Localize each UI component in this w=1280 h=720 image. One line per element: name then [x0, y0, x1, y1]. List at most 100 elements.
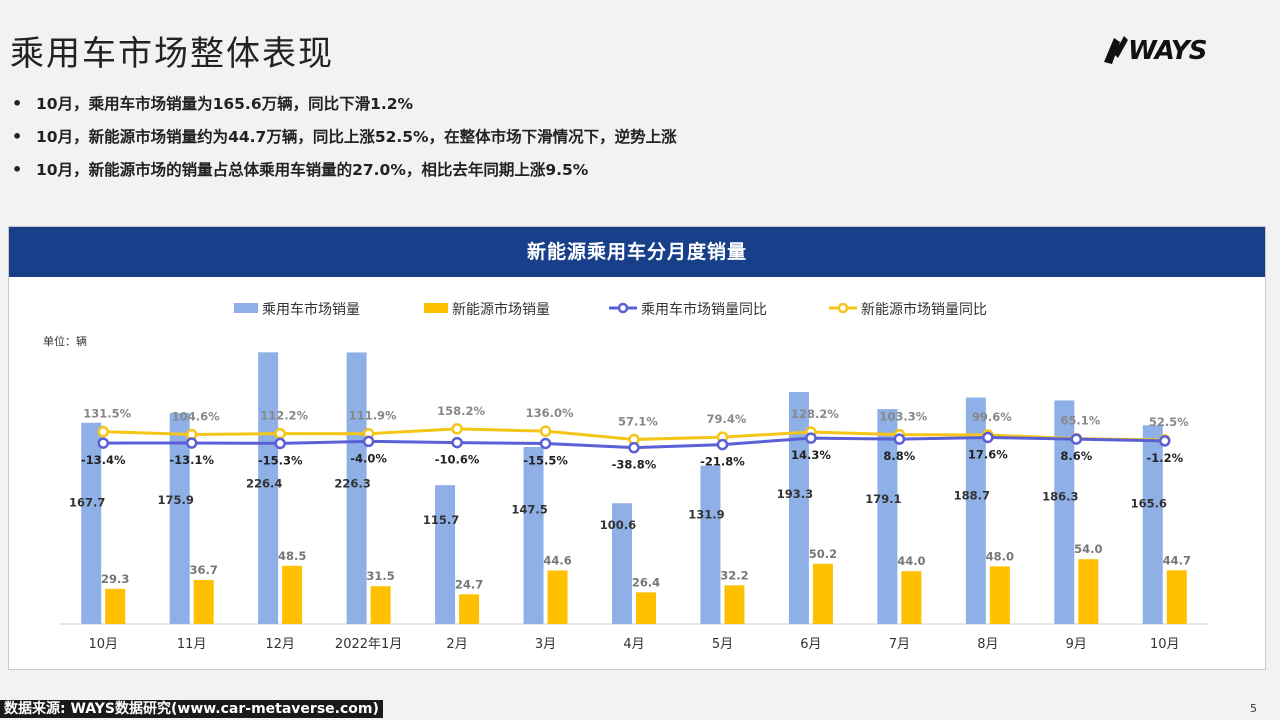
point-total-yoy: [805, 432, 817, 444]
nev-yoy-label: 136.0%: [526, 406, 574, 420]
bar-nev-label: 50.2: [809, 547, 837, 561]
chart-panel: 新能源乘用车分月度销量 乘用车市场销量 新能源市场销量 乘用车市场销量同比 新能源市场…: [8, 226, 1266, 670]
logo-text: WAYS: [1128, 36, 1207, 66]
total-yoy-label: -15.5%: [523, 453, 568, 467]
bar-total-label: 188.7: [954, 489, 990, 503]
bar-total: [1054, 400, 1075, 624]
legend-label-1: 新能源市场销量: [452, 301, 550, 318]
legend-marker-3: [837, 302, 849, 314]
nev-yoy-label: 128.2%: [791, 407, 839, 421]
nev-yoy-label: 111.9%: [349, 409, 397, 423]
x-tick-label: 12月: [265, 637, 295, 652]
unit-label: 单位：辆: [43, 334, 87, 348]
x-tick-label: 8月: [977, 637, 998, 652]
nev-yoy-label: 103.3%: [879, 410, 927, 424]
bar-nev: [547, 570, 568, 624]
nev-yoy-label: 52.5%: [1149, 415, 1189, 429]
bar-nev: [105, 588, 126, 624]
bar-total-label: 167.7: [69, 496, 105, 510]
bar-nev: [636, 592, 656, 624]
page-number: 5: [1250, 702, 1257, 715]
point-total-yoy: [451, 436, 463, 449]
total-yoy-label: -13.1%: [169, 453, 214, 467]
bar-total: [523, 447, 544, 624]
x-tick-label: 10月: [1150, 637, 1180, 652]
bar-total-label: 179.1: [865, 492, 901, 506]
total-yoy-label: -4.0%: [350, 451, 387, 465]
page-title: 乘用车市场整体表现: [10, 34, 334, 74]
total-yoy-label: -15.3%: [258, 453, 303, 467]
bar-nev: [812, 563, 833, 624]
bar-nev: [193, 579, 214, 624]
bar-nev-label: 31.5: [366, 569, 394, 583]
legend-label-2: 乘用车市场销量同比: [641, 301, 767, 318]
bar-total-label: 193.3: [777, 487, 813, 501]
point-nev-yoy: [97, 425, 109, 438]
bar-nev-label: 32.2: [720, 568, 748, 582]
bar-nev-label: 48.0: [986, 549, 1014, 563]
point-nev-yoy: [539, 425, 552, 437]
bar-nev: [724, 585, 745, 624]
bullet-item: 10月，新能源市场销量约为44.7万辆，同比上涨52.5%，在整体市场下滑情况下…: [10, 123, 677, 156]
x-tick-label: 2022年1月: [335, 637, 402, 652]
bar-nev: [901, 571, 922, 624]
point-total-yoy: [274, 437, 286, 450]
bar-nev: [1166, 570, 1187, 624]
x-tick-label: 10月: [88, 637, 118, 652]
bar-total-label: 165.6: [1131, 496, 1167, 510]
point-total-yoy: [982, 431, 994, 444]
bar-total: [258, 352, 279, 624]
bar-nev: [459, 594, 480, 624]
x-tick-label: 5月: [712, 637, 733, 652]
total-yoy-label: -21.8%: [700, 455, 745, 469]
bar-total: [169, 412, 190, 624]
legend-marker-2: [617, 302, 629, 314]
point-nev-yoy: [451, 423, 463, 435]
bar-total-label: 131.9: [688, 507, 724, 521]
bar-total: [1142, 425, 1163, 624]
bar-nev: [989, 566, 1010, 624]
legend-swatch-1: [424, 303, 448, 313]
x-tick-label: 9月: [1066, 637, 1087, 652]
bar-nev-label: 26.4: [632, 575, 660, 589]
bar-total-label: 115.7: [423, 513, 459, 527]
bar-total-label: 186.3: [1042, 490, 1078, 504]
nev-yoy-label: 158.2%: [437, 404, 485, 418]
bar-total: [612, 503, 632, 624]
nev-yoy-label: 104.6%: [172, 409, 220, 423]
x-tick-label: 11月: [177, 637, 207, 652]
bar-total-label: 147.5: [511, 502, 547, 516]
bar-total: [700, 465, 721, 624]
total-yoy-label: -13.4%: [81, 453, 126, 467]
bar-nev-label: 29.3: [101, 572, 129, 586]
bar-total: [435, 485, 456, 624]
nev-yoy-label: 65.1%: [1060, 414, 1100, 428]
point-nev-yoy: [274, 427, 286, 440]
bar-nev-label: 54.0: [1074, 542, 1102, 556]
total-yoy-label: 14.3%: [791, 448, 831, 462]
bar-total: [877, 409, 898, 624]
bar-nev: [282, 565, 303, 624]
bar-nev-label: 36.7: [190, 563, 218, 577]
x-tick-label: 4月: [623, 637, 644, 652]
bar-total: [965, 397, 986, 624]
bar-nev-label: 44.0: [897, 554, 925, 568]
bar-total: [788, 392, 809, 624]
nev-yoy-label: 112.2%: [260, 409, 308, 423]
bar-nev: [370, 586, 391, 624]
nev-yoy-label: 79.4%: [707, 412, 747, 426]
total-yoy-label: -10.6%: [435, 453, 480, 467]
total-yoy-label: 17.6%: [968, 447, 1008, 461]
bar-nev-label: 44.7: [1163, 553, 1191, 567]
bar-nev-label: 48.5: [278, 549, 306, 563]
point-total-yoy: [1159, 435, 1171, 447]
bar-total-label: 226.3: [334, 476, 370, 490]
x-tick-label: 6月: [800, 637, 821, 652]
point-total-yoy: [716, 438, 729, 451]
logo-mark-icon: [1104, 36, 1128, 64]
nev-yoy-label: 57.1%: [618, 414, 658, 428]
bar-nev-label: 24.7: [455, 577, 483, 591]
x-tick-label: 2月: [446, 637, 467, 652]
legend-swatch-0: [234, 303, 258, 313]
nev-yoy-label: 131.5%: [83, 407, 131, 421]
